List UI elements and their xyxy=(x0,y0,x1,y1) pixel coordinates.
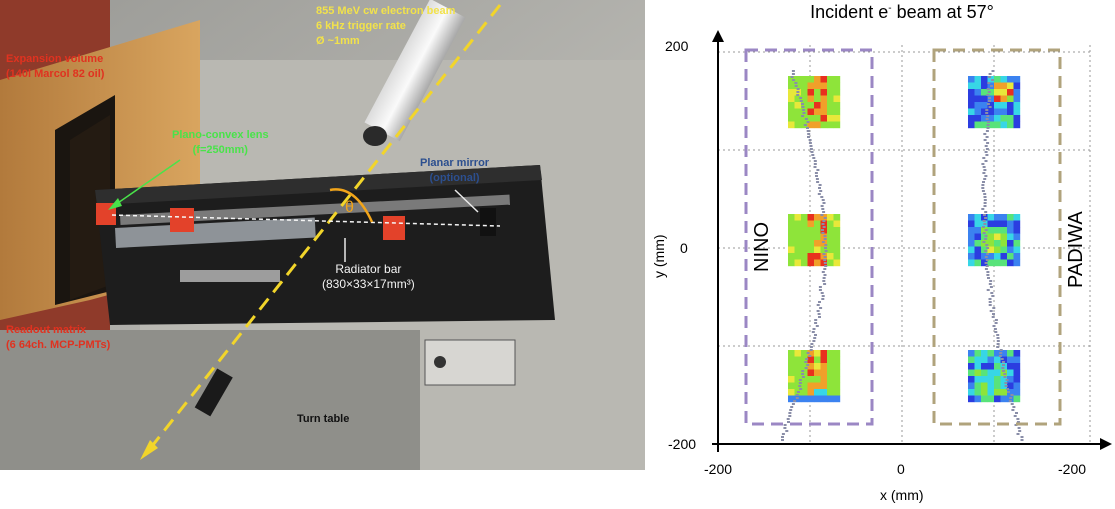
x-tick-mid: 0 xyxy=(897,461,905,477)
y-tick-bottom: -200 xyxy=(668,436,696,452)
mirror-mount xyxy=(480,208,496,236)
nino-box xyxy=(744,48,874,426)
x-axis-arrow xyxy=(1100,438,1112,450)
plot-title: Incident e- beam at 57° xyxy=(810,2,994,22)
readout-label: Readout matrix (6 64ch. MCP-PMTs) xyxy=(6,324,111,351)
readout-matrix-frame xyxy=(70,115,110,300)
hit-trace xyxy=(781,70,828,441)
y-tick-mid: 0 xyxy=(680,240,688,256)
beam-pipe xyxy=(364,0,466,142)
radiator-label: Radiator bar (830×33×17mm³) xyxy=(322,262,415,291)
theta-arc xyxy=(329,188,374,223)
mirror-label: Planar mirror (optional) xyxy=(420,157,490,184)
pixel-map xyxy=(788,214,841,267)
radiator-bar xyxy=(115,217,316,248)
knob xyxy=(434,356,446,368)
pixel-map xyxy=(968,76,1021,129)
hit-pattern-plot: 200 0 -200 -200 0 -200 x (mm) y (mm) NIN… xyxy=(651,30,1112,503)
setup-photo-illustration xyxy=(0,0,645,470)
lens-arrowhead xyxy=(108,198,122,210)
pixel-map xyxy=(968,214,1021,267)
plate xyxy=(180,270,280,282)
x-tick-right: -200 xyxy=(1058,461,1086,477)
holder-1 xyxy=(170,208,194,232)
bar-axis xyxy=(111,214,501,227)
mirror-arrow xyxy=(454,189,479,213)
nino-label: NINO xyxy=(751,222,773,272)
x-tick-left: -200 xyxy=(704,461,732,477)
beam-window xyxy=(363,126,387,146)
beam-info: 855 MeV cw electron beam 6 kHz trigger r… xyxy=(316,4,455,49)
black-box-rim xyxy=(95,165,542,205)
lens-label: Plano-convex lens (f=250mm) xyxy=(172,129,269,156)
y-axis-arrow xyxy=(712,30,724,42)
y-tick-top: 200 xyxy=(665,38,689,54)
holder-2 xyxy=(383,216,405,240)
beam-line xyxy=(143,4,502,456)
beam-arrowhead xyxy=(140,440,158,460)
grid xyxy=(718,45,1091,445)
padiwa-label: PADIWA xyxy=(1065,211,1087,288)
y-axis-label: y (mm) xyxy=(651,234,667,278)
theta-label: θ xyxy=(345,199,354,216)
beam-diameter: Ø ~1mm xyxy=(316,35,360,47)
padiwa-box xyxy=(932,48,1062,426)
beam-energy: 855 MeV cw electron beam xyxy=(316,5,456,17)
pixel-map xyxy=(968,350,1021,403)
beam-trigger-rate: 6 kHz trigger rate xyxy=(316,20,406,32)
x-axis-label: x (mm) xyxy=(880,487,924,503)
turntable-label: Turn table xyxy=(297,413,350,425)
flashlight xyxy=(194,368,233,417)
lens-arrow xyxy=(114,159,181,206)
hit-points xyxy=(781,70,1024,441)
expansion-volume-label: Expansion volume (140l Marcol 82 oil) xyxy=(6,53,105,80)
